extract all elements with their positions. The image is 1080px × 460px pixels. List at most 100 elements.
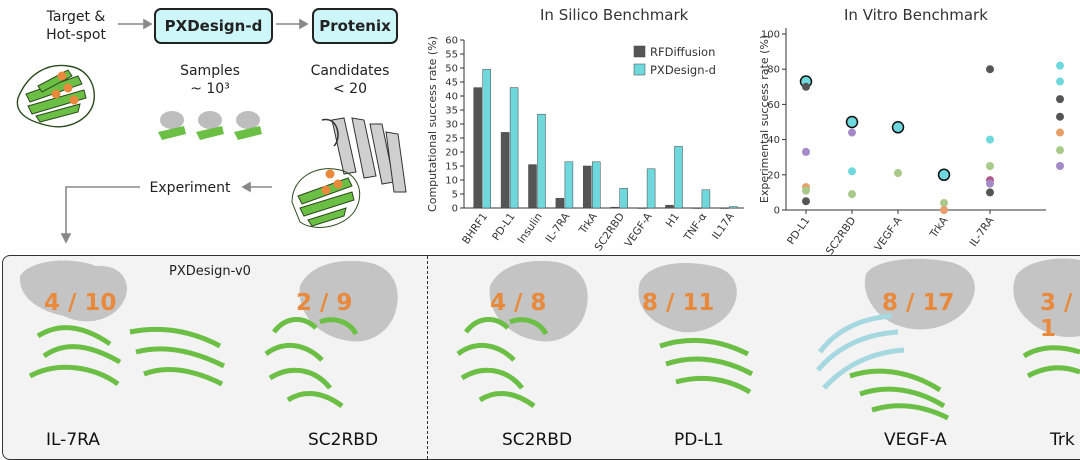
y-tick-label: 50 [445, 64, 458, 75]
experiment-label: Experiment [149, 180, 231, 196]
showcase-structures [19, 258, 1080, 421]
in-silico-bar-chart: 0 5 10 15 20 25 30 35 40 45 50 55 60 Computational su… [426, 36, 744, 253]
data-point-19 [986, 179, 994, 188]
x-tick-label: Insulin [515, 211, 545, 246]
fraction-3: 4 / 8 [490, 290, 547, 316]
target-label-text: Target & Hot-spot [46, 9, 106, 43]
x-tick-label: TNF-α [681, 211, 709, 244]
y-tick-label: 0 [774, 206, 780, 217]
y-tick-label: 45 [445, 78, 458, 89]
data-point-8 [848, 167, 856, 176]
data-point-7 [848, 128, 856, 137]
data-point-9 [848, 190, 856, 199]
target-name-1: IL-7RA [46, 430, 100, 450]
in-vitro-title: In Vitro Benchmark [844, 6, 988, 24]
target-hotspot-label: Target & Hot-spot [36, 8, 116, 44]
sample-structures-icon [158, 111, 262, 140]
legend-label-1: PXDesign-d [650, 63, 716, 77]
bar-rfdiffusion-1 [500, 132, 510, 209]
data-point-5 [802, 197, 810, 206]
bar-rfdiffusion-2 [528, 164, 537, 209]
protenix-label: Protenix [319, 17, 391, 35]
target-name-6: Trk [1050, 430, 1075, 450]
data-point-13 [940, 198, 948, 207]
legend-swatch-0 [633, 45, 646, 58]
legend-label-0: RFDiffusion [650, 45, 715, 59]
section-divider [427, 256, 428, 459]
bar-rfdiffusion-5 [610, 206, 619, 209]
y-tick-label: 30 [445, 120, 458, 131]
pxdesign-d-box: PXDesign-d [154, 8, 273, 44]
bar-pxdesignd-1 [509, 87, 519, 209]
y-tick-label: 100 [761, 30, 780, 41]
legend-dot-3 [1056, 112, 1064, 121]
x-tick-label: IL-7RA [968, 214, 997, 249]
y-tick-label: 60 [445, 36, 458, 47]
legend-dot-4 [1056, 128, 1064, 137]
pipeline-arrows [60, 18, 309, 244]
target-protein-illustration [16, 64, 95, 128]
legend-dot-0 [1056, 61, 1064, 70]
y-axis-label: Computational success rate (%) [426, 36, 439, 212]
data-point-6 [845, 115, 859, 129]
bar-pxdesignd-4 [592, 161, 601, 209]
target-name-3: SC2RBD [502, 430, 573, 450]
samples-value: ~ 10³ [190, 81, 230, 97]
y-tick-label: 20 [767, 170, 780, 181]
y-tick-label: 5 [452, 190, 458, 201]
fraction-2: 2 / 9 [296, 290, 353, 316]
bar-pxdesignd-5 [619, 188, 628, 209]
bar-pxdesignd-2 [537, 113, 546, 209]
bar-rfdiffusion-3 [555, 197, 565, 209]
data-point-10 [891, 121, 905, 134]
legend-dot-6 [1056, 162, 1064, 170]
x-tick-label: TrkA [927, 214, 951, 241]
bar-pxdesignd-3 [564, 161, 574, 209]
legend-dot-5 [1056, 146, 1064, 155]
bar-rfdiffusion-6 [637, 207, 647, 209]
target-name-5: VEGF-A [884, 430, 947, 450]
fraction-5: 8 / 17 [882, 290, 955, 316]
bar-pxdesignd-9 [729, 206, 738, 209]
data-point-11 [894, 169, 902, 178]
x-tick-label: PD-L1 [490, 211, 517, 243]
x-tick-label: IL17A [710, 210, 737, 242]
bar-rfdiffusion-7 [665, 204, 674, 209]
x-tick-label: BHRF1 [460, 211, 490, 247]
pxdesign-d-label: PXDesign-d [164, 17, 263, 35]
candidates-label: Candidates [310, 63, 390, 79]
y-tick-label: 20 [445, 148, 458, 159]
fraction-6: 3 / 1 [1040, 290, 1073, 342]
x-tick-label: VEGF-A [623, 210, 656, 249]
data-point-1 [802, 82, 810, 91]
target-name-4: PD-L1 [674, 430, 724, 450]
legend-dot-1 [1056, 77, 1064, 86]
fraction-1: 4 / 10 [44, 290, 117, 316]
data-point-17 [986, 162, 994, 170]
x-tick-label: TrkA [576, 210, 600, 237]
bar-pxdesignd-8 [701, 189, 711, 209]
bar-pxdesignd-7 [674, 146, 683, 209]
bar-pxdesignd-0 [482, 69, 491, 209]
protenix-box: Protenix [312, 8, 398, 44]
data-point-4 [802, 186, 810, 195]
y-tick-label: 80 [767, 65, 780, 76]
x-tick-label: H1 [664, 211, 682, 230]
target-name-2: SC2RBD [308, 430, 379, 450]
y-tick-label: 25 [445, 134, 458, 145]
legend-swatch-1 [633, 63, 646, 76]
y-tick-label: 0 [452, 204, 458, 215]
data-point-2 [802, 147, 810, 156]
y-axis-label: Experimental success rate (%) [758, 35, 771, 203]
pxdesign-v0-label: PXDesign-v0 [169, 264, 251, 279]
data-point-14 [940, 206, 948, 214]
y-tick-label: 40 [445, 92, 458, 103]
x-tick-label: SC2RBD [824, 215, 859, 255]
y-tick-label: 55 [445, 50, 458, 61]
x-tick-label: IL-7RA [543, 210, 572, 245]
y-tick-label: 35 [445, 106, 458, 117]
y-tick-label: 40 [767, 135, 780, 146]
in-silico-title: In Silico Benchmark [540, 6, 689, 24]
data-point-15 [986, 65, 994, 74]
